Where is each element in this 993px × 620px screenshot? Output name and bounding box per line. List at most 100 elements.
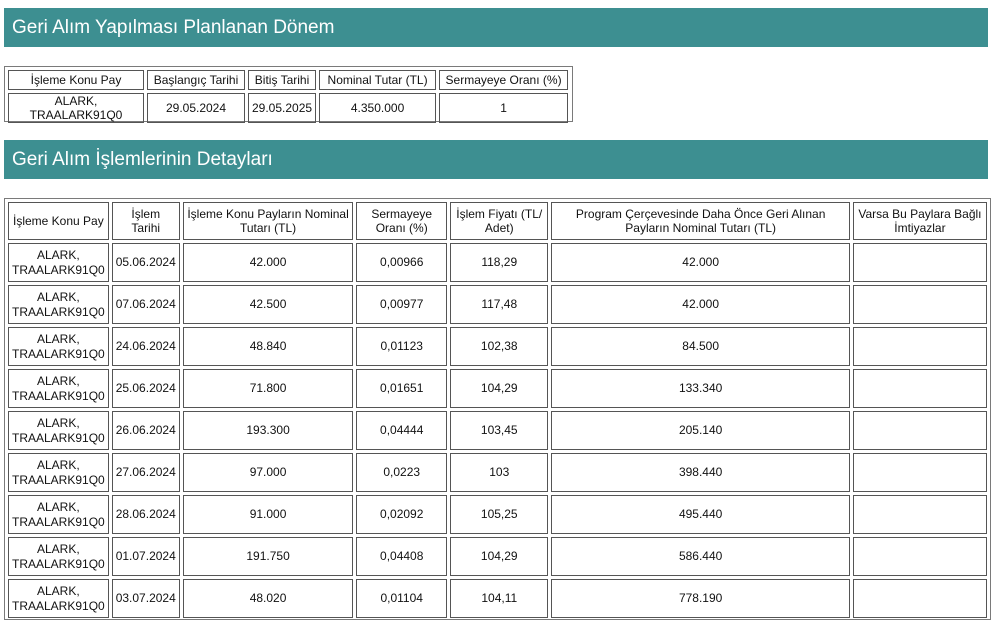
table-cell: 105,25 — [450, 495, 549, 534]
table-cell — [852, 327, 987, 366]
table-cell: ALARK, TRAALARK91Q0 — [8, 369, 109, 408]
table-cell: 24.06.2024 — [111, 327, 180, 366]
table-cell: 778.190 — [551, 579, 850, 618]
table-cell: 07.06.2024 — [111, 285, 180, 324]
table-cell: 84.500 — [551, 327, 850, 366]
details-table: İşleme Konu Pay İşlem Tarihi İşleme Konu… — [5, 199, 990, 619]
table-cell: ALARK, TRAALARK91Q0 — [8, 453, 109, 492]
table-cell: 05.06.2024 — [111, 243, 180, 282]
table-row: ALARK, TRAALARK91Q0 28.06.2024 91.000 0,… — [8, 495, 987, 534]
table-cell: 104,29 — [450, 369, 549, 408]
table-cell: ALARK, TRAALARK91Q0 — [8, 537, 109, 576]
header-cell: İşleme Konu Pay — [8, 70, 144, 90]
table-cell — [852, 285, 987, 324]
table-cell: 97.000 — [182, 453, 354, 492]
table-cell: 495.440 — [551, 495, 850, 534]
table-cell: 0,01123 — [356, 327, 448, 366]
header-cell: İşlem Tarihi — [111, 202, 180, 240]
table-cell: 48.840 — [182, 327, 354, 366]
table-cell: 0,0223 — [356, 453, 448, 492]
table-cell: 42.000 — [551, 243, 850, 282]
table-row: ALARK, TRAALARK91Q0 25.06.2024 71.800 0,… — [8, 369, 987, 408]
header-cell: İşlem Fiyatı (TL/ Adet) — [450, 202, 549, 240]
table-cell: 0,02092 — [356, 495, 448, 534]
table-cell — [852, 243, 987, 282]
section-header-transaction-details: Geri Alım İşlemlerinin Detayları — [4, 140, 988, 179]
header-cell: İşleme Konu Payların Nominal Tutarı (TL) — [182, 202, 354, 240]
table-cell: 25.06.2024 — [111, 369, 180, 408]
table-cell: 133.340 — [551, 369, 850, 408]
summary-header-row: İşleme Konu Pay Başlangıç Tarihi Bitiş T… — [8, 70, 569, 90]
table-row: ALARK, TRAALARK91Q0 24.06.2024 48.840 0,… — [8, 327, 987, 366]
table-cell: 586.440 — [551, 537, 850, 576]
table-cell: 29.05.2024 — [147, 93, 245, 123]
table-cell: 193.300 — [182, 411, 354, 450]
table-row: ALARK, TRAALARK91Q0 27.06.2024 97.000 0,… — [8, 453, 987, 492]
table-row: ALARK, TRAALARK91Q0 03.07.2024 48.020 0,… — [8, 579, 987, 618]
table-cell: 71.800 — [182, 369, 354, 408]
header-cell: Başlangıç Tarihi — [147, 70, 245, 90]
table-cell: ALARK, TRAALARK91Q0 — [8, 579, 109, 618]
table-row: ALARK, TRAALARK91Q0 26.06.2024 193.300 0… — [8, 411, 987, 450]
header-cell: İşleme Konu Pay — [8, 202, 109, 240]
table-cell: ALARK, TRAALARK91Q0 — [8, 285, 109, 324]
summary-table: İşleme Konu Pay Başlangıç Tarihi Bitiş T… — [5, 67, 571, 126]
table-cell: 91.000 — [182, 495, 354, 534]
table-cell: ALARK, TRAALARK91Q0 — [8, 411, 109, 450]
section-header-planned-period: Geri Alım Yapılması Planlanan Dönem — [4, 8, 988, 47]
table-row: ALARK, TRAALARK91Q0 01.07.2024 191.750 0… — [8, 537, 987, 576]
table-cell — [852, 453, 987, 492]
table-row: ALARK, TRAALARK91Q0 05.06.2024 42.000 0,… — [8, 243, 987, 282]
table-cell — [852, 369, 987, 408]
header-cell: Sermayeye Oranı (%) — [439, 70, 569, 90]
table-cell: 1 — [439, 93, 569, 123]
table-cell: 0,00977 — [356, 285, 448, 324]
table-cell: 104,29 — [450, 537, 549, 576]
table-cell: 103,45 — [450, 411, 549, 450]
table-cell: 104,11 — [450, 579, 549, 618]
table-cell — [852, 495, 987, 534]
table-cell: 191.750 — [182, 537, 354, 576]
table-cell: 0,04444 — [356, 411, 448, 450]
table-cell: 118,29 — [450, 243, 549, 282]
table-cell: 03.07.2024 — [111, 579, 180, 618]
table-cell: ALARK, TRAALARK91Q0 — [8, 243, 109, 282]
table-cell: 42.000 — [551, 285, 850, 324]
table-cell: 42.000 — [182, 243, 354, 282]
details-table-container: İşleme Konu Pay İşlem Tarihi İşleme Konu… — [4, 198, 991, 620]
table-cell: ALARK, TRAALARK91Q0 — [8, 93, 144, 123]
table-cell: 0,01104 — [356, 579, 448, 618]
summary-data-row: ALARK, TRAALARK91Q0 29.05.2024 29.05.202… — [8, 93, 569, 123]
table-cell: 01.07.2024 — [111, 537, 180, 576]
table-row: ALARK, TRAALARK91Q0 07.06.2024 42.500 0,… — [8, 285, 987, 324]
table-cell — [852, 579, 987, 618]
table-cell: 117,48 — [450, 285, 549, 324]
table-cell: 29.05.2025 — [248, 93, 317, 123]
table-cell: 102,38 — [450, 327, 549, 366]
table-cell: 28.06.2024 — [111, 495, 180, 534]
section-title: Geri Alım Yapılması Planlanan Dönem — [12, 16, 335, 38]
section-title: Geri Alım İşlemlerinin Detayları — [12, 148, 273, 170]
table-cell: 48.020 — [182, 579, 354, 618]
table-cell: ALARK, TRAALARK91Q0 — [8, 327, 109, 366]
table-cell: 205.140 — [551, 411, 850, 450]
table-cell: 0,01651 — [356, 369, 448, 408]
table-cell — [852, 537, 987, 576]
header-cell: Varsa Bu Paylara Bağlı İmtiyazlar — [852, 202, 987, 240]
table-cell — [852, 411, 987, 450]
table-cell: 4.350.000 — [319, 93, 437, 123]
table-cell: 42.500 — [182, 285, 354, 324]
header-cell: Program Çerçevesinde Daha Önce Geri Alın… — [551, 202, 850, 240]
table-cell: 27.06.2024 — [111, 453, 180, 492]
table-cell: 103 — [450, 453, 549, 492]
summary-table-container: İşleme Konu Pay Başlangıç Tarihi Bitiş T… — [4, 66, 573, 123]
table-cell: 26.06.2024 — [111, 411, 180, 450]
header-cell: Bitiş Tarihi — [248, 70, 317, 90]
table-cell: 398.440 — [551, 453, 850, 492]
table-cell: ALARK, TRAALARK91Q0 — [8, 495, 109, 534]
table-cell: 0,00966 — [356, 243, 448, 282]
table-cell: 0,04408 — [356, 537, 448, 576]
header-cell: Nominal Tutar (TL) — [319, 70, 437, 90]
header-cell: Sermayeye Oranı (%) — [356, 202, 448, 240]
details-header-row: İşleme Konu Pay İşlem Tarihi İşleme Konu… — [8, 202, 987, 240]
